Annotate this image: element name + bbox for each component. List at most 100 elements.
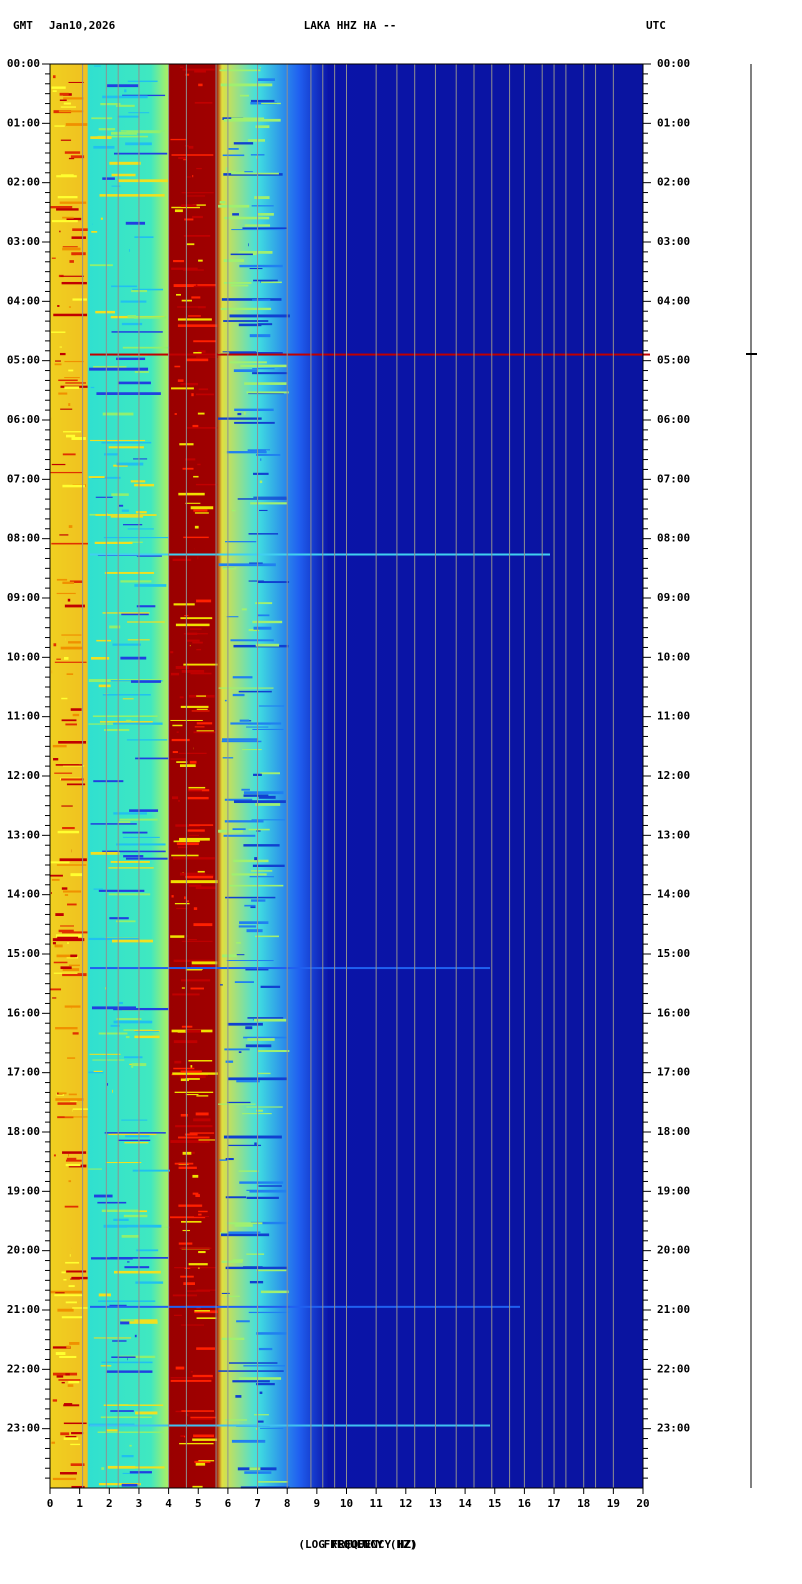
stripe: [174, 1267, 217, 1269]
stripe: [218, 417, 262, 420]
stripe: [68, 1380, 80, 1384]
stripe: [198, 1460, 215, 1462]
stripe: [185, 1093, 199, 1096]
stripe: [111, 285, 138, 288]
stripe: [196, 722, 213, 725]
stripe: [98, 889, 145, 892]
stripe: [98, 1483, 141, 1486]
stripe: [192, 1485, 203, 1489]
stripe: [196, 1347, 216, 1350]
stripe: [258, 705, 285, 707]
stripe: [181, 1220, 202, 1223]
stripe: [61, 281, 87, 285]
stripe: [50, 206, 73, 209]
stripe: [98, 1032, 128, 1035]
stripe: [198, 259, 203, 262]
stripe: [88, 937, 140, 941]
stripe: [70, 155, 85, 159]
stripe: [178, 1166, 197, 1169]
stripe: [134, 236, 154, 239]
stripe: [175, 665, 189, 669]
stripe: [111, 185, 121, 187]
stripe: [68, 1093, 77, 1096]
stripe: [170, 880, 218, 884]
stripe: [111, 173, 136, 177]
stripe: [103, 536, 169, 539]
stripe: [93, 1337, 132, 1339]
stripe: [64, 604, 85, 608]
stripe: [61, 1271, 66, 1274]
stripe: [63, 890, 82, 893]
stripe: [193, 731, 216, 734]
stripe: [67, 942, 69, 944]
stripe: [62, 973, 87, 977]
stripe: [104, 1132, 166, 1134]
stripe: [172, 796, 179, 800]
stripe: [234, 408, 274, 412]
x-tick-label: 5: [195, 1497, 202, 1510]
stripe: [177, 379, 184, 382]
stripe: [189, 824, 214, 826]
x-axis-label-2: FREQUENCY (HZ): [324, 1538, 417, 1551]
stripe: [171, 854, 199, 857]
stripe: [238, 925, 257, 928]
stripe: [128, 249, 130, 252]
stripe: [110, 516, 143, 518]
stripe: [218, 1370, 284, 1372]
stripe: [170, 138, 187, 141]
event-line: [90, 1424, 490, 1427]
y-tick-label-right: 05:00: [657, 354, 690, 367]
stripe: [50, 471, 83, 474]
stripe: [113, 1270, 161, 1274]
stripe: [99, 194, 165, 197]
stripe: [173, 1040, 198, 1044]
stripe: [170, 935, 185, 938]
stripe: [57, 1308, 74, 1312]
stripe: [68, 403, 71, 406]
stripe: [188, 834, 200, 836]
y-tick-label: 20:00: [7, 1244, 40, 1257]
stripe: [181, 1410, 215, 1412]
stripe: [51, 878, 60, 881]
stripe: [65, 723, 77, 726]
stripe: [60, 925, 74, 927]
stripe: [61, 634, 82, 636]
stripe: [186, 176, 192, 178]
stripe: [55, 1098, 84, 1101]
stripe: [110, 860, 150, 863]
stripe: [51, 220, 78, 223]
stripe: [180, 382, 198, 386]
stripe: [129, 1444, 132, 1447]
stripe: [236, 1320, 250, 1323]
stripe: [90, 851, 120, 855]
event-line: [90, 1305, 520, 1308]
stripe: [71, 1485, 85, 1489]
stripe: [222, 738, 259, 741]
stripe: [225, 1196, 247, 1199]
stripe: [180, 1435, 185, 1437]
stripe: [235, 1395, 242, 1398]
stripe: [198, 83, 203, 87]
stripe: [174, 1162, 194, 1165]
stripe: [64, 386, 80, 389]
stripe: [239, 1181, 284, 1184]
stripe: [109, 625, 121, 629]
stripe: [182, 68, 215, 71]
stripe: [232, 1259, 244, 1261]
event-line: [90, 553, 550, 556]
stripe: [180, 617, 213, 620]
stripe: [123, 1056, 143, 1059]
stripe: [109, 917, 129, 920]
stripe: [53, 1154, 56, 1157]
y-tick-label: 05:00: [7, 354, 40, 367]
stripe: [58, 392, 68, 395]
stripe: [71, 236, 86, 239]
stripe: [50, 988, 62, 991]
stripe: [178, 1136, 210, 1139]
stripe: [52, 75, 56, 79]
stripe: [63, 1404, 80, 1407]
stripe: [241, 788, 250, 791]
stripe: [188, 790, 202, 792]
stripe: [120, 580, 152, 583]
stripe: [196, 167, 202, 170]
